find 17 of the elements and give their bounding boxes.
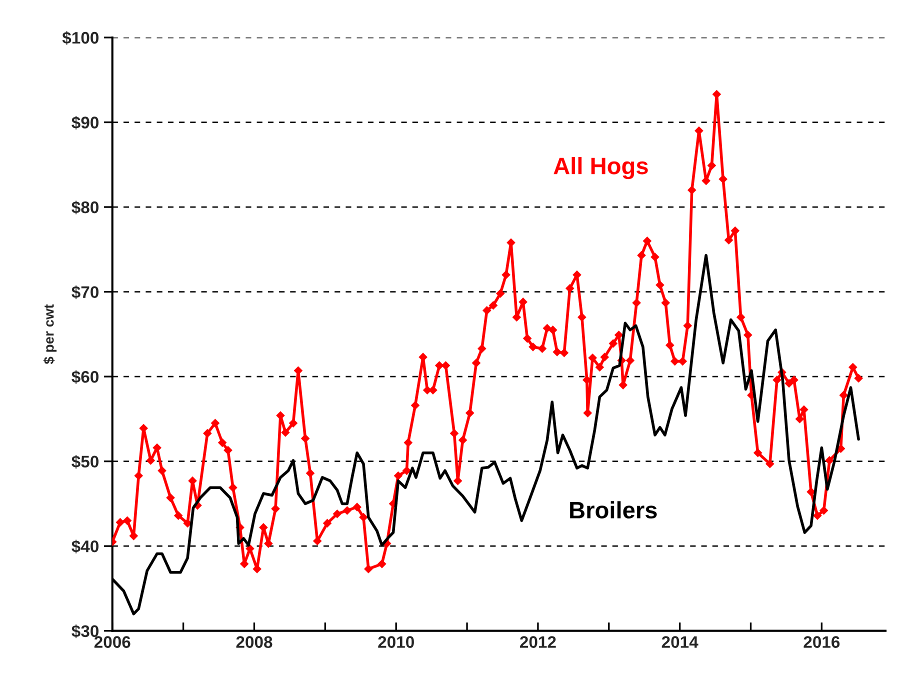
x-tick-label: 2016	[804, 636, 840, 648]
y-tick-label: $70	[72, 285, 98, 300]
series-label: All Hogs	[554, 156, 648, 180]
x-tick-label: 2012	[520, 636, 556, 648]
x-tick-label: 2008	[236, 636, 272, 648]
x-tick-label: 2006	[94, 636, 130, 648]
y-tick-label: $30	[72, 624, 98, 638]
y-tick-label: $90	[72, 116, 98, 130]
y-tick-label: $100	[62, 31, 98, 45]
series-label: Broilers	[570, 501, 657, 519]
y-tick-label: $60	[72, 370, 98, 384]
y-tick-label: $40	[72, 540, 98, 554]
x-tick-label: 2010	[378, 636, 414, 648]
x-tick-label: 2014	[662, 636, 698, 648]
y-axis-title: $ per cwt	[43, 304, 57, 364]
y-tick-label: $50	[72, 454, 98, 469]
y-tick-label: $80	[72, 200, 98, 214]
